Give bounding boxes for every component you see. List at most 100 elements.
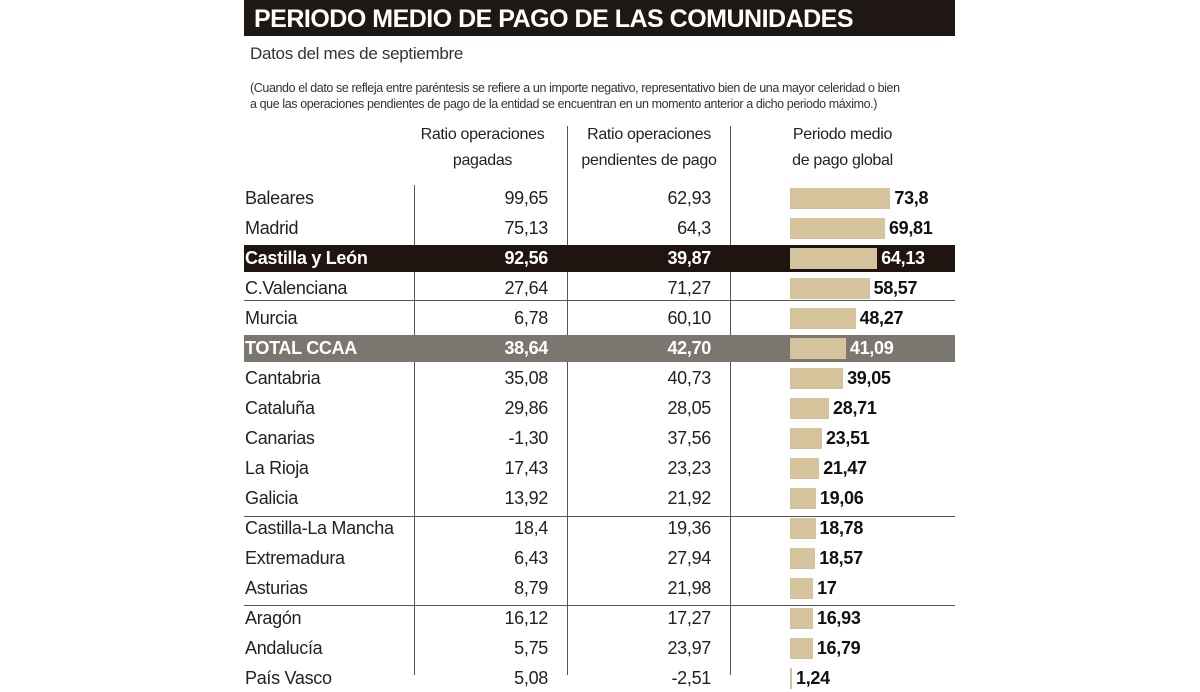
ratio-pagadas: 27,64: [504, 278, 548, 298]
global-value: 73,8: [894, 188, 929, 208]
global-bar: [790, 608, 814, 629]
footnote-line: (Cuando el dato se refleja entre parénte…: [250, 81, 900, 95]
ratio-pagadas: 99,65: [504, 188, 548, 208]
column-divider: [567, 126, 568, 675]
global-value: 16,79: [816, 638, 861, 658]
region-name: Murcia: [245, 308, 298, 328]
ratio-pagadas: 29,86: [504, 398, 548, 418]
column-header-pagadas: Ratio operaciones pagadas: [405, 122, 560, 174]
table-row: Canarias -1,30 37,56 23,51: [244, 425, 955, 452]
ratio-pendientes: 17,27: [667, 608, 711, 628]
table-row: Castilla-La Mancha 18,4 19,36 18,78: [244, 515, 955, 542]
global-value: 41,09: [849, 338, 894, 358]
table-row: Cantabria 35,08 40,73 39,05: [244, 365, 955, 392]
ratio-pagadas: 35,08: [504, 368, 548, 388]
region-name: Cataluña: [245, 398, 315, 418]
header-line: pagadas: [452, 152, 513, 169]
region-name: Extremadura: [245, 548, 345, 568]
global-value: 18,57: [819, 548, 863, 568]
table-row: TOTAL CCAA 38,64 42,70 41,09: [244, 335, 955, 362]
column-divider: [730, 126, 731, 675]
global-value: 18,78: [819, 518, 864, 538]
global-bar: [790, 248, 878, 269]
table-row: Castilla y León 92,56 39,87 64,13: [244, 245, 955, 272]
table-row: La Rioja 17,43 23,23 21,47: [244, 455, 955, 482]
table-row: Cataluña 29,86 28,05 28,71: [244, 395, 955, 422]
region-name: Asturias: [245, 578, 308, 598]
global-value: 48,27: [859, 308, 904, 328]
global-bar: [790, 428, 822, 449]
ratio-pagadas: 5,08: [514, 668, 548, 688]
global-bar: [790, 188, 891, 209]
region-name: Castilla y León: [245, 248, 368, 268]
global-bar: [790, 338, 846, 359]
row-separator: [244, 300, 955, 301]
region-name: Galicia: [245, 488, 298, 508]
global-bar: [790, 278, 870, 299]
ratio-pagadas: 92,56: [504, 248, 548, 268]
table-row: Madrid 75,13 64,3 69,81: [244, 215, 955, 242]
ratio-pagadas: 17,43: [504, 458, 548, 478]
ratio-pagadas: 5,75: [514, 638, 548, 658]
header-line: pendientes de pago: [581, 152, 717, 169]
global-value: 17: [817, 578, 837, 598]
ratio-pendientes: 64,3: [677, 218, 711, 238]
region-name: La Rioja: [245, 458, 309, 478]
ratio-pendientes: 71,27: [667, 278, 711, 298]
subtitle: Datos del mes de septiembre: [250, 44, 464, 63]
table-row: Andalucía 5,75 23,97 16,79: [244, 635, 955, 662]
global-value: 64,13: [881, 248, 925, 268]
header-line: Ratio operaciones: [420, 126, 545, 143]
ratio-pendientes: 27,94: [667, 548, 711, 568]
region-name: Cantabria: [245, 368, 321, 388]
header-line: Periodo medio: [792, 126, 893, 143]
region-name: Andalucía: [245, 638, 323, 658]
global-bar: [790, 398, 830, 419]
global-bar: [790, 548, 816, 569]
table-row: Galicia 13,92 21,92 19,06: [244, 485, 955, 512]
ratio-pendientes: 21,92: [667, 488, 711, 508]
global-value: 21,47: [823, 458, 867, 478]
region-name: Madrid: [245, 218, 299, 238]
global-value: 39,05: [847, 368, 891, 388]
table-row: Asturias 8,79 21,98 17: [244, 575, 955, 602]
global-value: 58,57: [873, 278, 918, 298]
global-bar: [790, 308, 856, 329]
global-value: 19,06: [819, 488, 864, 508]
ratio-pendientes: 62,93: [667, 188, 711, 208]
table-row: Murcia 6,78 60,10 48,27: [244, 305, 955, 332]
table-row: Baleares 99,65 62,93 73,8: [244, 185, 955, 212]
table-row: Aragón 16,12 17,27 16,93: [244, 605, 955, 632]
region-name: País Vasco: [245, 668, 332, 688]
ratio-pagadas: 38,64: [504, 338, 548, 358]
ratio-pendientes: 42,70: [667, 338, 711, 358]
global-bar: [790, 578, 814, 599]
global-bar: [790, 518, 816, 539]
ratio-pagadas: 75,13: [504, 218, 548, 238]
ratio-pagadas: 18,4: [514, 518, 548, 538]
global-bar: [790, 458, 820, 479]
ratio-pendientes: 60,10: [667, 308, 711, 328]
ratio-pagadas: -1,30: [508, 428, 548, 448]
global-bar: [790, 668, 792, 689]
global-bar: [790, 488, 816, 509]
page-title: PERIODO MEDIO DE PAGO DE LAS COMUNIDADES: [244, 0, 955, 36]
region-name: Aragón: [245, 608, 302, 628]
region-name: Baleares: [245, 188, 314, 208]
ratio-pendientes: 28,05: [667, 398, 711, 418]
ratio-pagadas: 6,78: [514, 308, 548, 328]
ratio-pagadas: 6,43: [514, 548, 548, 568]
ratio-pendientes: 39,87: [667, 248, 711, 268]
ratio-pagadas: 16,12: [504, 608, 548, 628]
global-bar: [790, 638, 813, 659]
table-row: País Vasco 5,08 -2,51 1,24: [244, 665, 955, 692]
ratio-pendientes: 19,36: [667, 518, 711, 538]
region-name: Canarias: [245, 428, 315, 448]
ratio-pendientes: 23,97: [667, 638, 711, 658]
ratio-pagadas: 13,92: [504, 488, 548, 508]
row-separator: [244, 516, 955, 517]
global-value: 23,51: [825, 428, 870, 448]
region-name: Castilla-La Mancha: [245, 518, 394, 538]
footnote-line: a que las operaciones pendientes de pago…: [250, 97, 877, 111]
row-separator: [244, 605, 955, 606]
